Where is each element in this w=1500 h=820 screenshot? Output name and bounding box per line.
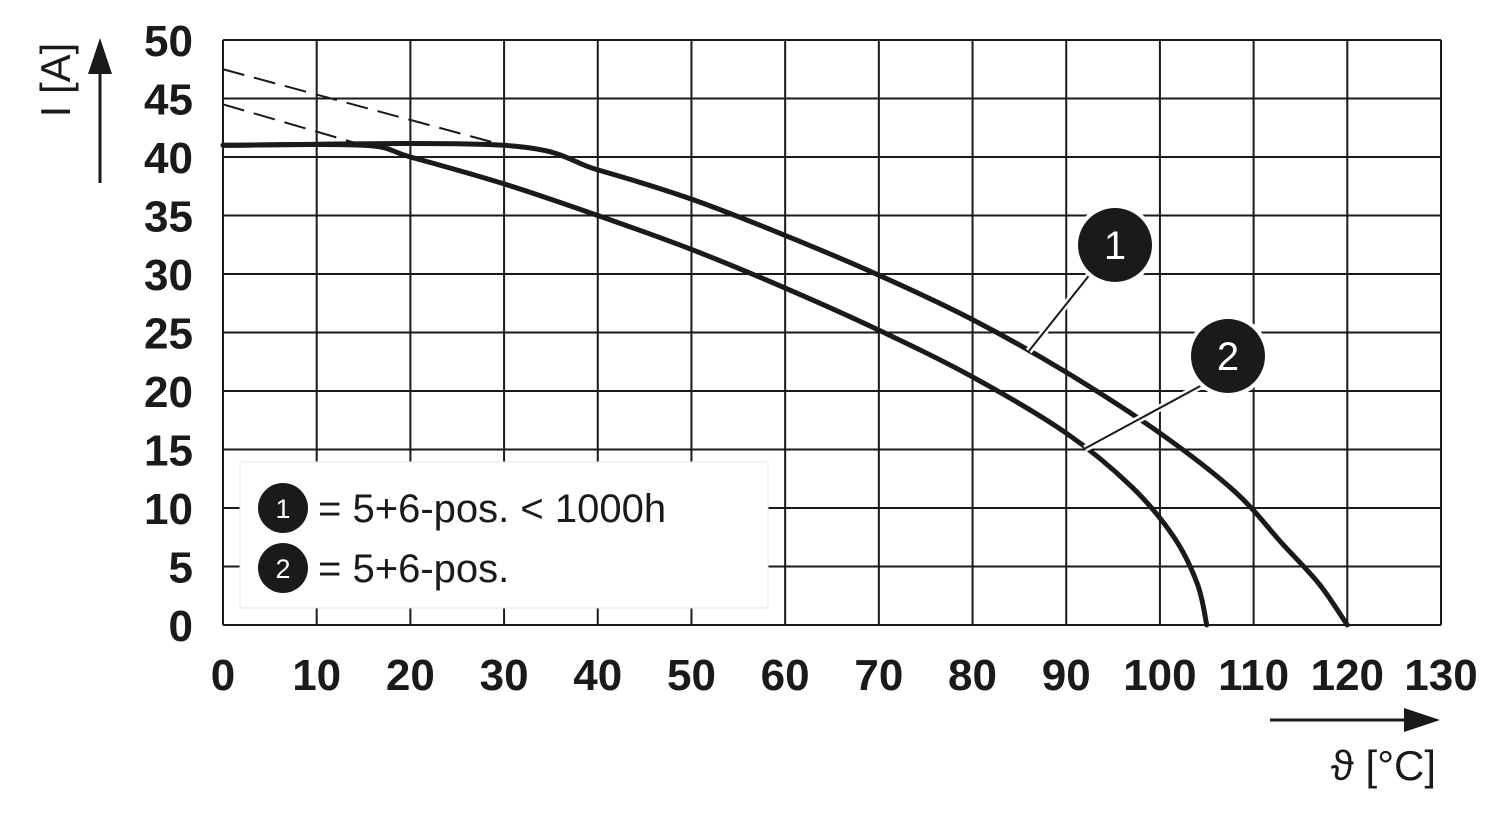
x-tick-label: 120 [1311,651,1384,700]
callout-badge-number: 2 [1217,335,1239,379]
series-3-dashed-line [222,103,364,147]
x-axis-arrow-head [1404,708,1440,732]
y-tick-label: 30 [144,251,193,300]
y-tick-label: 0 [169,602,193,651]
legend-entry-label: = 5+6-pos. [318,547,509,591]
callout-badge-number: 1 [1104,224,1126,268]
x-tick-label: 50 [667,651,716,700]
y-tick-label: 40 [144,134,193,183]
x-tick-label: 40 [573,651,622,700]
y-axis-title-group: I [A] [32,38,112,183]
x-tick-label: 130 [1404,651,1477,700]
x-tick-label: 30 [480,651,529,700]
legend-entry-label: = 5+6-pos. < 1000h [318,487,666,531]
x-tick-labels: 0 10 20 30 40 50 60 70 80 90 100 110 120 130 [211,651,1478,700]
x-tick-label: 100 [1123,651,1196,700]
callout-leader-line [1084,383,1205,450]
series-0-line [220,140,1350,628]
legend-badge [258,483,308,533]
callout-badge [1078,208,1152,282]
y-tick-label: 35 [144,193,193,242]
y-tick-label: 45 [144,76,193,125]
curves [220,68,1350,628]
legend: 1 = 5+6-pos. < 1000h 2 = 5+6-pos. [239,461,769,609]
x-axis-title-group: ϑ [°C] [1270,708,1440,789]
series-2-dashed-line [222,68,505,147]
grid [222,39,1442,626]
y-axis-arrow-head [88,38,112,74]
x-tick-label: 90 [1042,651,1091,700]
x-tick-label: 80 [948,651,997,700]
x-tick-label: 70 [854,651,903,700]
y-tick-label: 5 [169,544,193,593]
y-axis-title: I [A] [32,43,79,118]
x-tick-label: 10 [292,651,341,700]
legend-badge-number: 1 [275,494,290,524]
x-tick-label: 60 [761,651,810,700]
legend-badge [258,543,308,593]
x-axis-title: ϑ [°C] [1331,742,1436,789]
legend-box [239,461,769,609]
x-tick-label: 20 [386,651,435,700]
y-tick-label: 10 [144,485,193,534]
y-tick-labels: 0 5 10 15 20 25 30 35 40 45 50 [144,17,193,651]
callouts: 12 [1026,204,1269,452]
series-1-line [220,141,1210,628]
x-tick-label: 0 [211,651,235,700]
callout-leader-line [1027,272,1092,352]
y-tick-label: 15 [144,427,193,476]
x-tick-label: 110 [1218,651,1289,700]
y-tick-label: 20 [144,368,193,417]
callout-badge [1191,319,1265,393]
y-tick-label: 50 [144,17,193,66]
y-tick-label: 25 [144,310,193,359]
legend-badge-number: 2 [275,554,290,584]
